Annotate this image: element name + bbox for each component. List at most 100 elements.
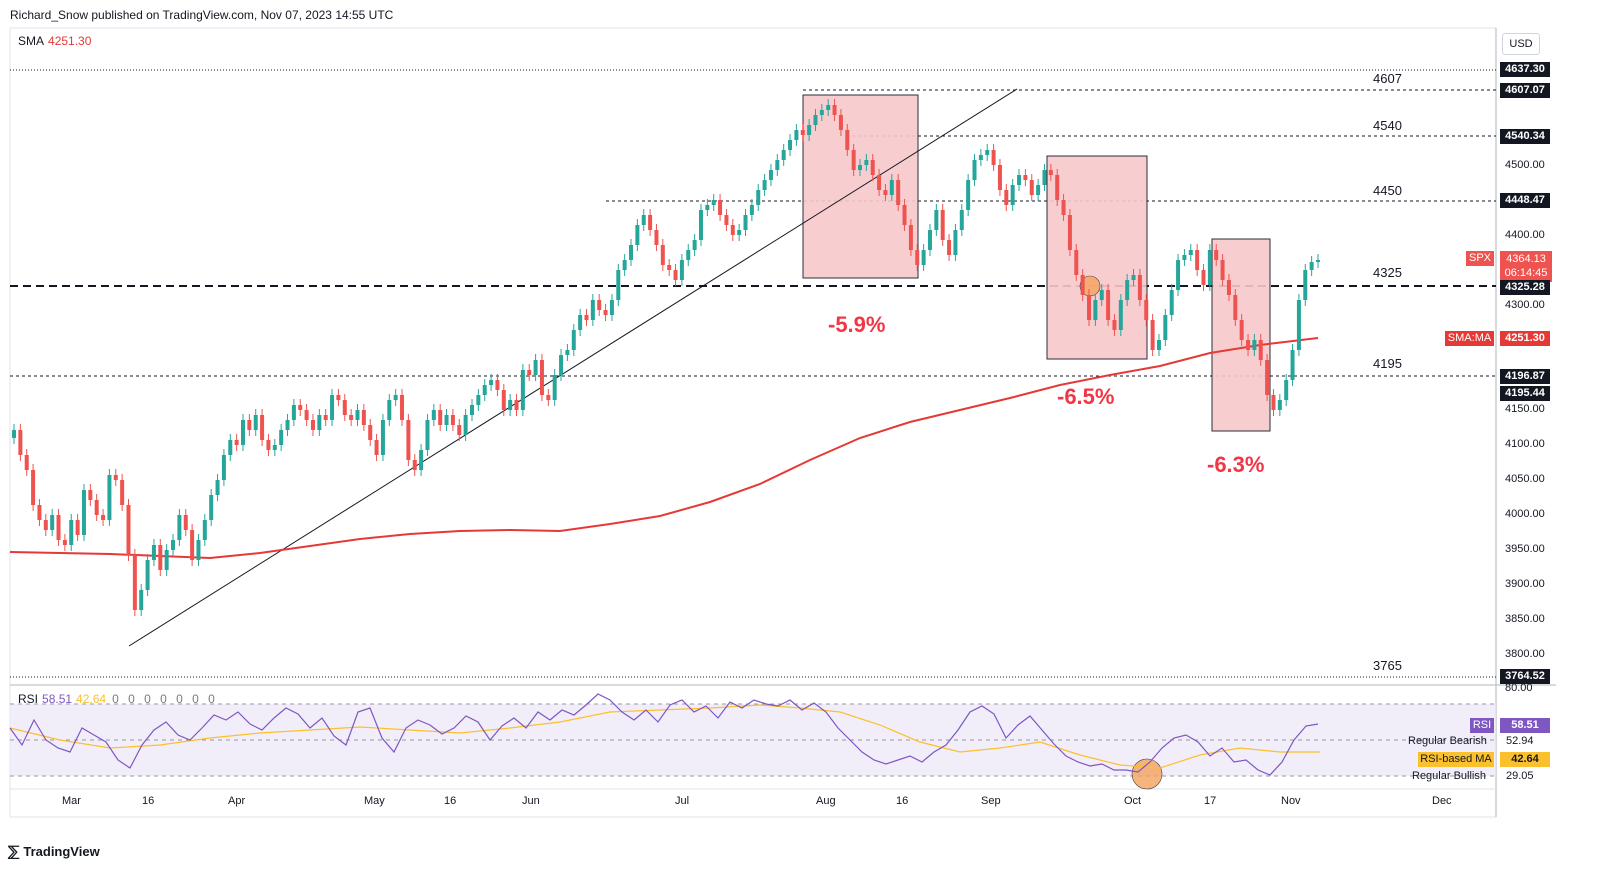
candle-body xyxy=(597,300,602,310)
candle-body xyxy=(705,205,710,210)
candle-body xyxy=(18,430,23,455)
candle-body xyxy=(342,400,347,415)
candle-body xyxy=(953,230,958,255)
time-axis-tick: May xyxy=(364,795,385,807)
candle-body xyxy=(183,515,188,530)
candle-body xyxy=(215,480,220,495)
candle-body xyxy=(107,475,112,520)
candle-body xyxy=(438,410,443,425)
publisher-header: Richard_Snow published on TradingView.co… xyxy=(10,8,394,22)
candle-body xyxy=(425,420,430,450)
candle-body xyxy=(1055,175,1060,200)
candle-body xyxy=(686,250,691,260)
candle-body xyxy=(139,590,144,610)
level-label-4325: 4325 xyxy=(1373,265,1402,280)
candle-body xyxy=(921,250,926,265)
candle-body xyxy=(489,380,494,385)
regular-bearish-value: 52.94 xyxy=(1506,735,1534,747)
rsi-legend-extra: 0 0 0 0 0 0 0 xyxy=(112,692,218,706)
candle-body xyxy=(1036,185,1041,195)
rsi-ma-tag[interactable]: RSI-based MA xyxy=(1418,752,1494,767)
candle-body xyxy=(1093,300,1098,320)
currency-button[interactable]: USD xyxy=(1502,33,1540,55)
sma-legend[interactable]: SMA 4251.30 xyxy=(18,34,91,48)
rsi-legend-ma: 42.64 xyxy=(76,692,107,706)
candle-body xyxy=(272,445,277,450)
candle-body xyxy=(991,150,996,165)
candle-body xyxy=(228,440,233,455)
candle-body xyxy=(317,415,322,430)
candle-body xyxy=(368,425,373,440)
sma-symbol-tag[interactable]: SMA:MA xyxy=(1445,331,1494,346)
candle-body xyxy=(927,230,932,250)
candle-body xyxy=(234,440,239,445)
spx-symbol-tag[interactable]: SPX xyxy=(1466,251,1494,266)
candle-body xyxy=(1144,300,1149,320)
price-axis-tick: 3950.00 xyxy=(1505,543,1545,555)
candle-body xyxy=(877,175,882,190)
rsi-legend[interactable]: RSI 58.51 42.64 0 0 0 0 0 0 0 xyxy=(18,692,218,706)
price-axis: 4500.00 4400.00 4300.00 4150.00 4100.00 4050.… xyxy=(1505,159,1545,660)
candle-body xyxy=(1023,175,1028,180)
candle-body xyxy=(539,360,544,395)
candle-body xyxy=(1048,170,1053,175)
price-tag-4195: 4195.44 xyxy=(1500,386,1550,401)
candle-body xyxy=(412,460,417,470)
candle-body xyxy=(190,530,195,560)
candle-body xyxy=(113,475,118,480)
candle-body xyxy=(768,170,773,180)
candle-body xyxy=(635,225,640,245)
price-axis-tick: 4300.00 xyxy=(1505,299,1545,311)
candle-body xyxy=(260,415,265,440)
candle-body xyxy=(972,160,977,180)
time-axis-tick: Nov xyxy=(1281,795,1301,807)
regular-bullish-label: Regular Bullish xyxy=(1412,770,1486,782)
price-tag-3764: 3764.52 xyxy=(1500,669,1550,684)
price-axis-tick: 4500.00 xyxy=(1505,159,1545,171)
candle-body xyxy=(171,540,176,550)
candle-body xyxy=(444,415,449,425)
time-axis-tick: Jun xyxy=(522,795,540,807)
candle-body xyxy=(934,210,939,230)
candle-body xyxy=(419,450,424,470)
candle-body xyxy=(1099,290,1104,300)
candle-body xyxy=(915,250,920,265)
correction-box-aug xyxy=(802,94,919,279)
tradingview-footer[interactable]: ⅀ TradingView xyxy=(8,843,100,860)
candle-body xyxy=(845,130,850,150)
candle-body xyxy=(266,440,271,450)
candle-body xyxy=(43,520,48,530)
candle-body xyxy=(1125,280,1130,300)
candle-body xyxy=(520,370,525,410)
candle-body xyxy=(457,425,462,435)
candle-body xyxy=(1246,340,1251,350)
candle-body xyxy=(616,270,621,300)
candle-body xyxy=(132,555,137,610)
rsi-tag[interactable]: RSI xyxy=(1470,718,1494,733)
candle-body xyxy=(730,225,735,235)
highlight-circle-rsi xyxy=(1131,758,1163,790)
candle-body xyxy=(800,130,805,135)
candle-body xyxy=(756,190,761,205)
candle-body xyxy=(37,505,42,520)
candle-body xyxy=(819,110,824,115)
candle-body xyxy=(1118,300,1123,330)
level-label-4450: 4450 xyxy=(1373,183,1402,198)
candle-body xyxy=(1156,340,1161,350)
candle-body xyxy=(775,160,780,170)
price-axis-tick: 3800.00 xyxy=(1505,648,1545,660)
candle-body xyxy=(889,180,894,195)
candle-body xyxy=(304,410,309,420)
candle-body xyxy=(559,355,564,375)
candle-body xyxy=(985,150,990,155)
candle-body xyxy=(546,395,551,400)
candle-body xyxy=(120,480,125,505)
candle-body xyxy=(1150,320,1155,350)
candle-body xyxy=(749,205,754,215)
candle-body xyxy=(788,140,793,150)
percent-label-sep: -6.5% xyxy=(1057,384,1115,409)
price-tag-4325: 4325.28 xyxy=(1500,280,1550,295)
price-axis-tick: 4000.00 xyxy=(1505,508,1545,520)
candle-body xyxy=(1061,200,1066,215)
